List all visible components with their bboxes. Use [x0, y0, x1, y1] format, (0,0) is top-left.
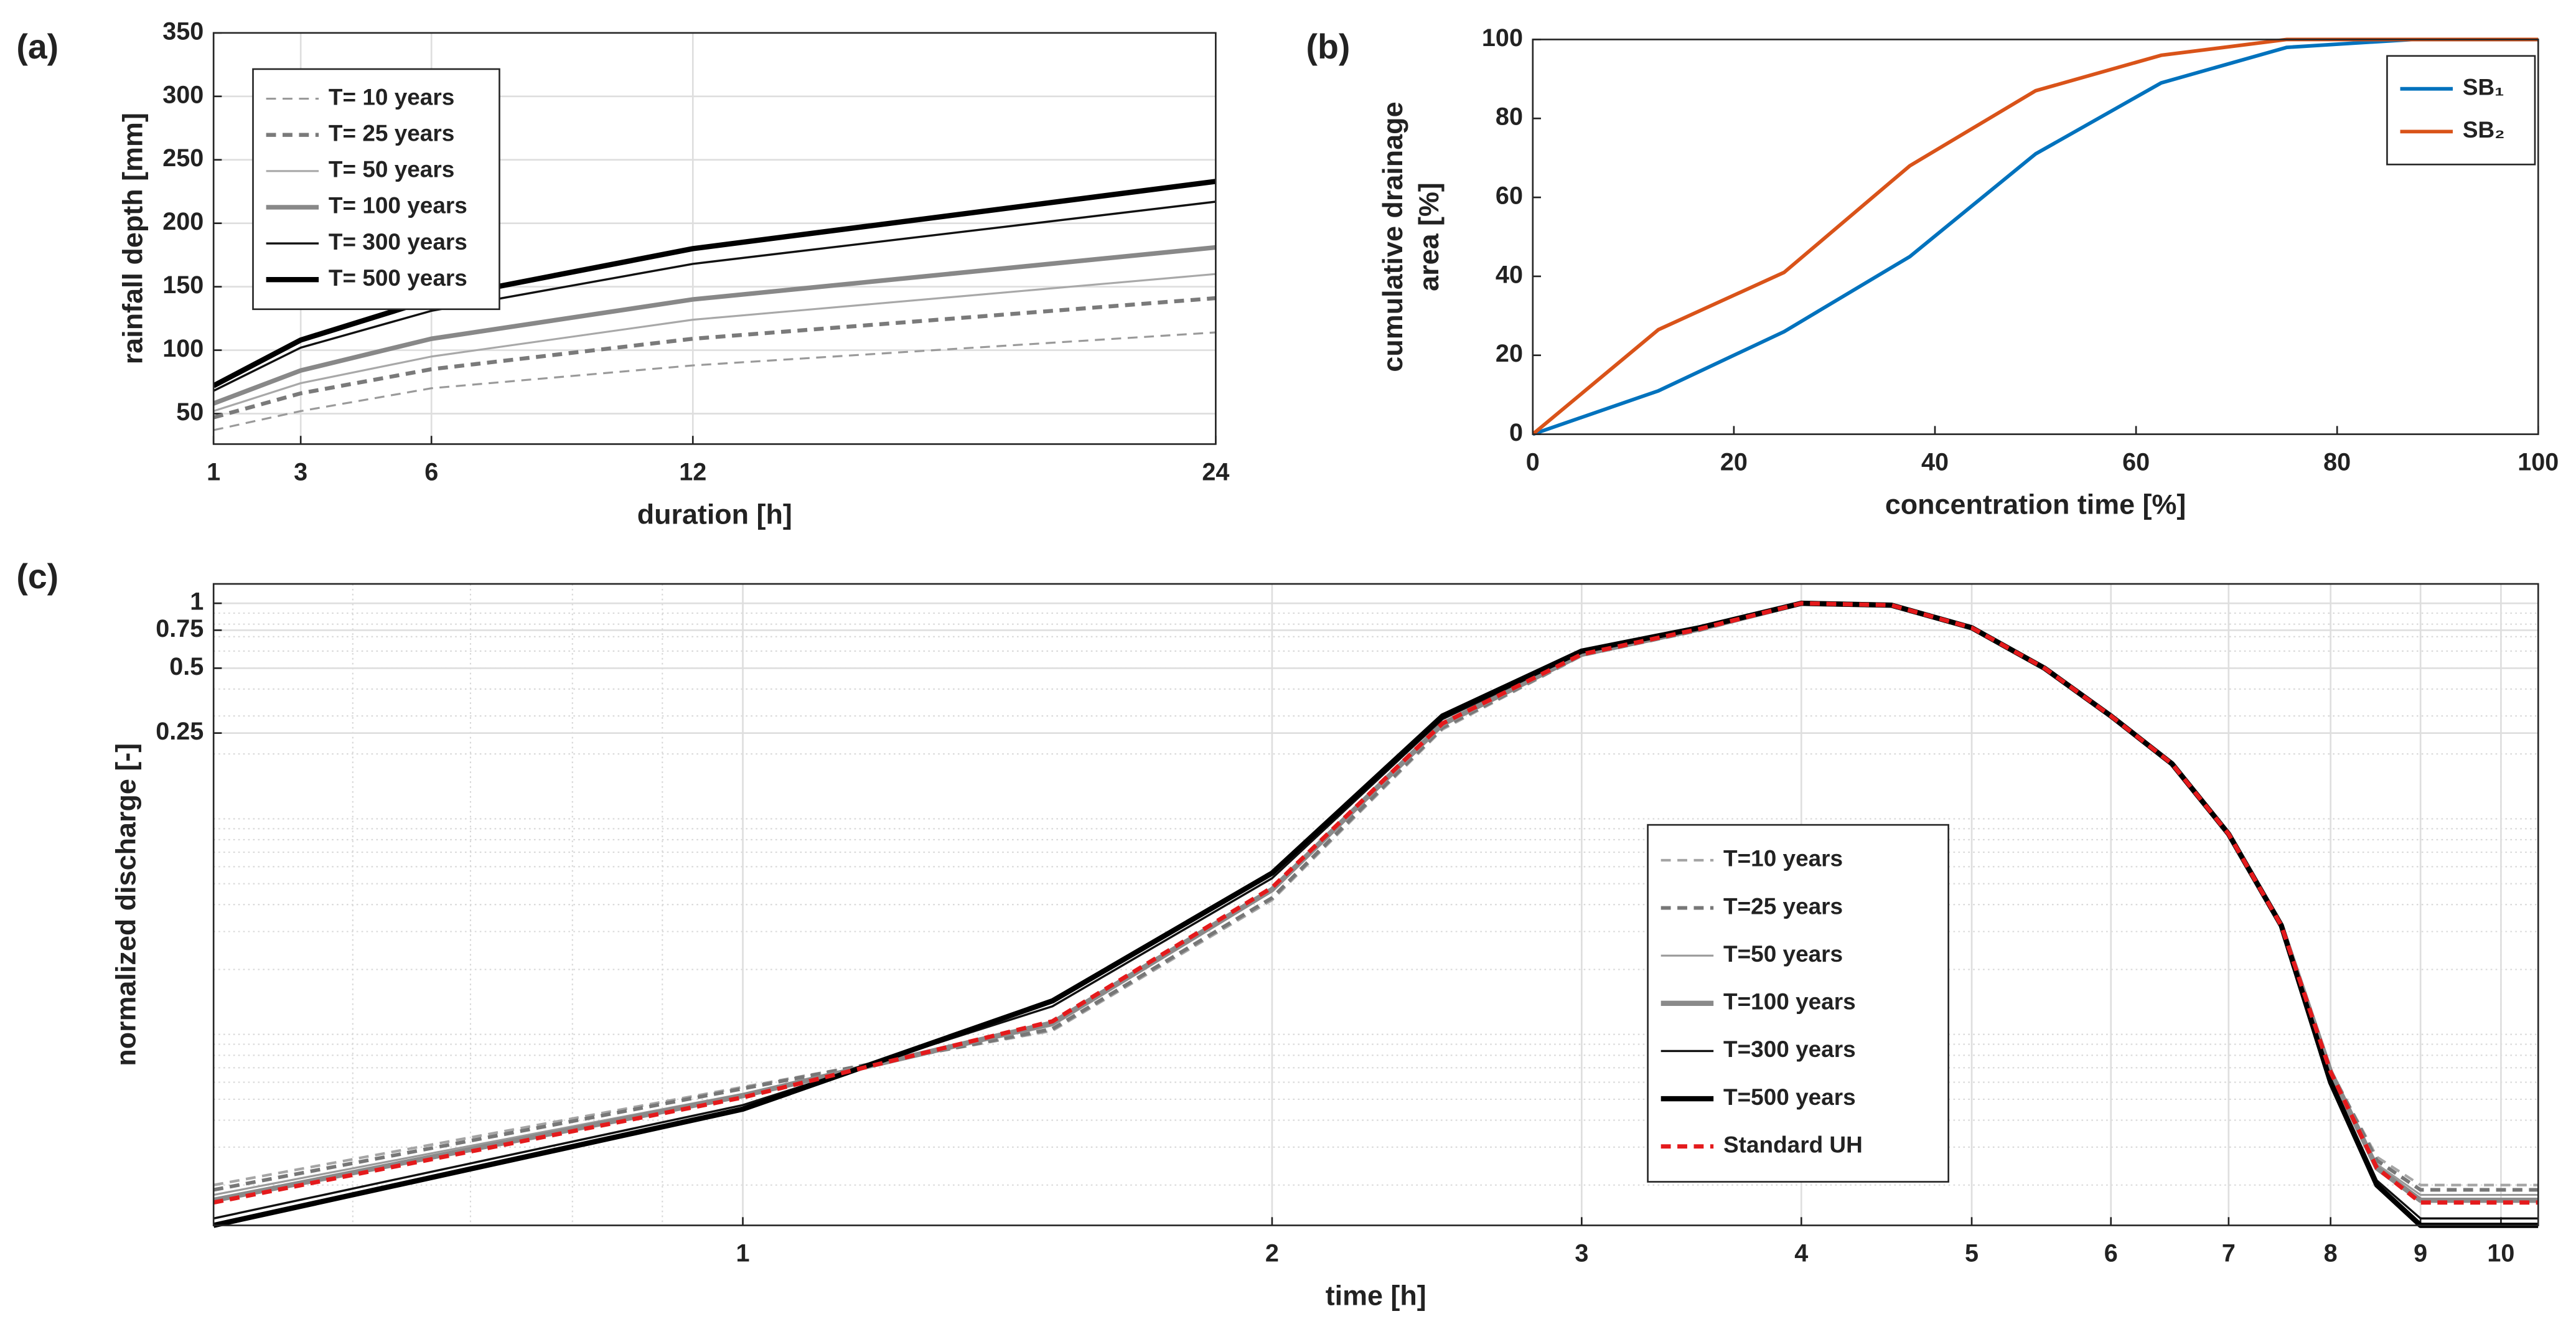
panel: 0 20 40 60 80 100 0 20 40 60 80 100 (b) concentration…	[1306, 24, 2559, 520]
x-tick-label: 7	[2222, 1240, 2236, 1267]
x-tick-label: 12	[679, 458, 706, 486]
y-tick-label: 50	[176, 398, 204, 426]
legend-label: T= 500 years	[329, 265, 467, 291]
panel: 1 3 6 12 24 50 100 150 200 250 300 350 (a) duration […	[16, 17, 1229, 530]
y-tick-label: 40	[1496, 261, 1523, 288]
x-tick-label: 40	[1921, 449, 1949, 476]
x-tick-label: 8	[2324, 1240, 2338, 1267]
axes-box	[212, 32, 1217, 445]
y-axis-label: area [%]	[1413, 182, 1445, 291]
panel-label: (b)	[1306, 27, 1351, 66]
x-tick-label: 9	[2414, 1240, 2427, 1267]
y-axis-label: rainfall depth [mm]	[116, 113, 148, 364]
legend-label: SB₁	[2463, 74, 2504, 100]
series-line	[213, 331, 1216, 431]
y-tick-label: 0.75	[156, 615, 204, 642]
y-tick-label: 0	[1509, 419, 1523, 446]
legend-label: T=100 years	[1723, 989, 1856, 1015]
legend-label: T=50 years	[1723, 941, 1843, 967]
legend-label: Standard UH	[1723, 1132, 1863, 1157]
legend-label: T= 100 years	[329, 193, 467, 218]
legend-label: T=500 years	[1723, 1084, 1856, 1110]
x-tick-label: 3	[294, 458, 307, 486]
legend-label: T=10 years	[1723, 846, 1843, 871]
series-line	[1532, 37, 2539, 436]
series-line	[213, 601, 2539, 1205]
legend-label: T=25 years	[1723, 893, 1843, 919]
legend-box	[2386, 55, 2536, 166]
x-tick-label: 1	[207, 458, 220, 486]
series-line	[213, 296, 1216, 420]
y-tick-label: 0.25	[156, 718, 204, 745]
legend-label: T= 300 years	[329, 229, 467, 255]
y-tick-label: 250	[162, 144, 204, 172]
x-tick-label: 60	[2122, 449, 2150, 476]
x-axis-label: concentration time [%]	[1885, 489, 2186, 520]
x-tick-label: 0	[1526, 449, 1540, 476]
legend-label: T= 25 years	[329, 120, 454, 146]
y-tick-label: 150	[162, 271, 204, 299]
series-line	[213, 273, 1216, 412]
plot-area	[1532, 39, 2539, 434]
x-tick-label: 4	[1794, 1240, 1808, 1267]
y-tick-label: 20	[1496, 340, 1523, 367]
legend-box	[252, 68, 500, 311]
x-axis-label: time [h]	[1326, 1280, 1426, 1312]
x-tick-label: 20	[1720, 449, 1748, 476]
legend-label: T= 10 years	[329, 84, 454, 110]
series-line	[213, 245, 1216, 406]
y-tick-label: 200	[162, 208, 204, 235]
axes-box	[212, 583, 2539, 1226]
y-axis-label: cumulative drainage	[1377, 101, 1408, 372]
y-axis-label: normalized discharge [-]	[110, 743, 142, 1066]
panel: 1 2 3 4 5 6 7 8 9 100.250.50.751(c)time [h]normal…	[16, 557, 2539, 1312]
y-tick-label: 0.5	[169, 653, 204, 680]
legend-label: SB₂	[2463, 117, 2505, 143]
x-tick-label: 24	[1202, 458, 1229, 486]
x-tick-label: 3	[1575, 1240, 1588, 1267]
y-tick-label: 60	[1496, 182, 1523, 210]
y-tick-label: 1	[190, 588, 204, 616]
y-tick-label: 80	[1496, 103, 1523, 131]
panel-label: (a)	[16, 27, 59, 66]
y-tick-label: 100	[1482, 24, 1523, 52]
legend-label: T=300 years	[1723, 1036, 1856, 1062]
panel-label: (c)	[16, 557, 59, 596]
x-axis-label: duration [h]	[637, 499, 792, 530]
y-tick-label: 350	[162, 17, 204, 45]
x-tick-label: 1	[736, 1240, 750, 1267]
axes-box	[1532, 39, 2539, 435]
y-tick-label: 300	[162, 81, 204, 108]
x-tick-label: 80	[2323, 449, 2351, 476]
x-tick-label: 10	[2487, 1240, 2514, 1267]
x-tick-label: 5	[1965, 1240, 1979, 1267]
series-line	[213, 200, 1216, 392]
x-tick-label: 6	[424, 458, 438, 486]
x-tick-label: 100	[2517, 449, 2559, 476]
x-tick-label: 6	[2104, 1240, 2118, 1267]
x-tick-label: 2	[1265, 1240, 1279, 1267]
legend-label: T= 50 years	[329, 157, 454, 182]
y-tick-label: 100	[162, 335, 204, 362]
